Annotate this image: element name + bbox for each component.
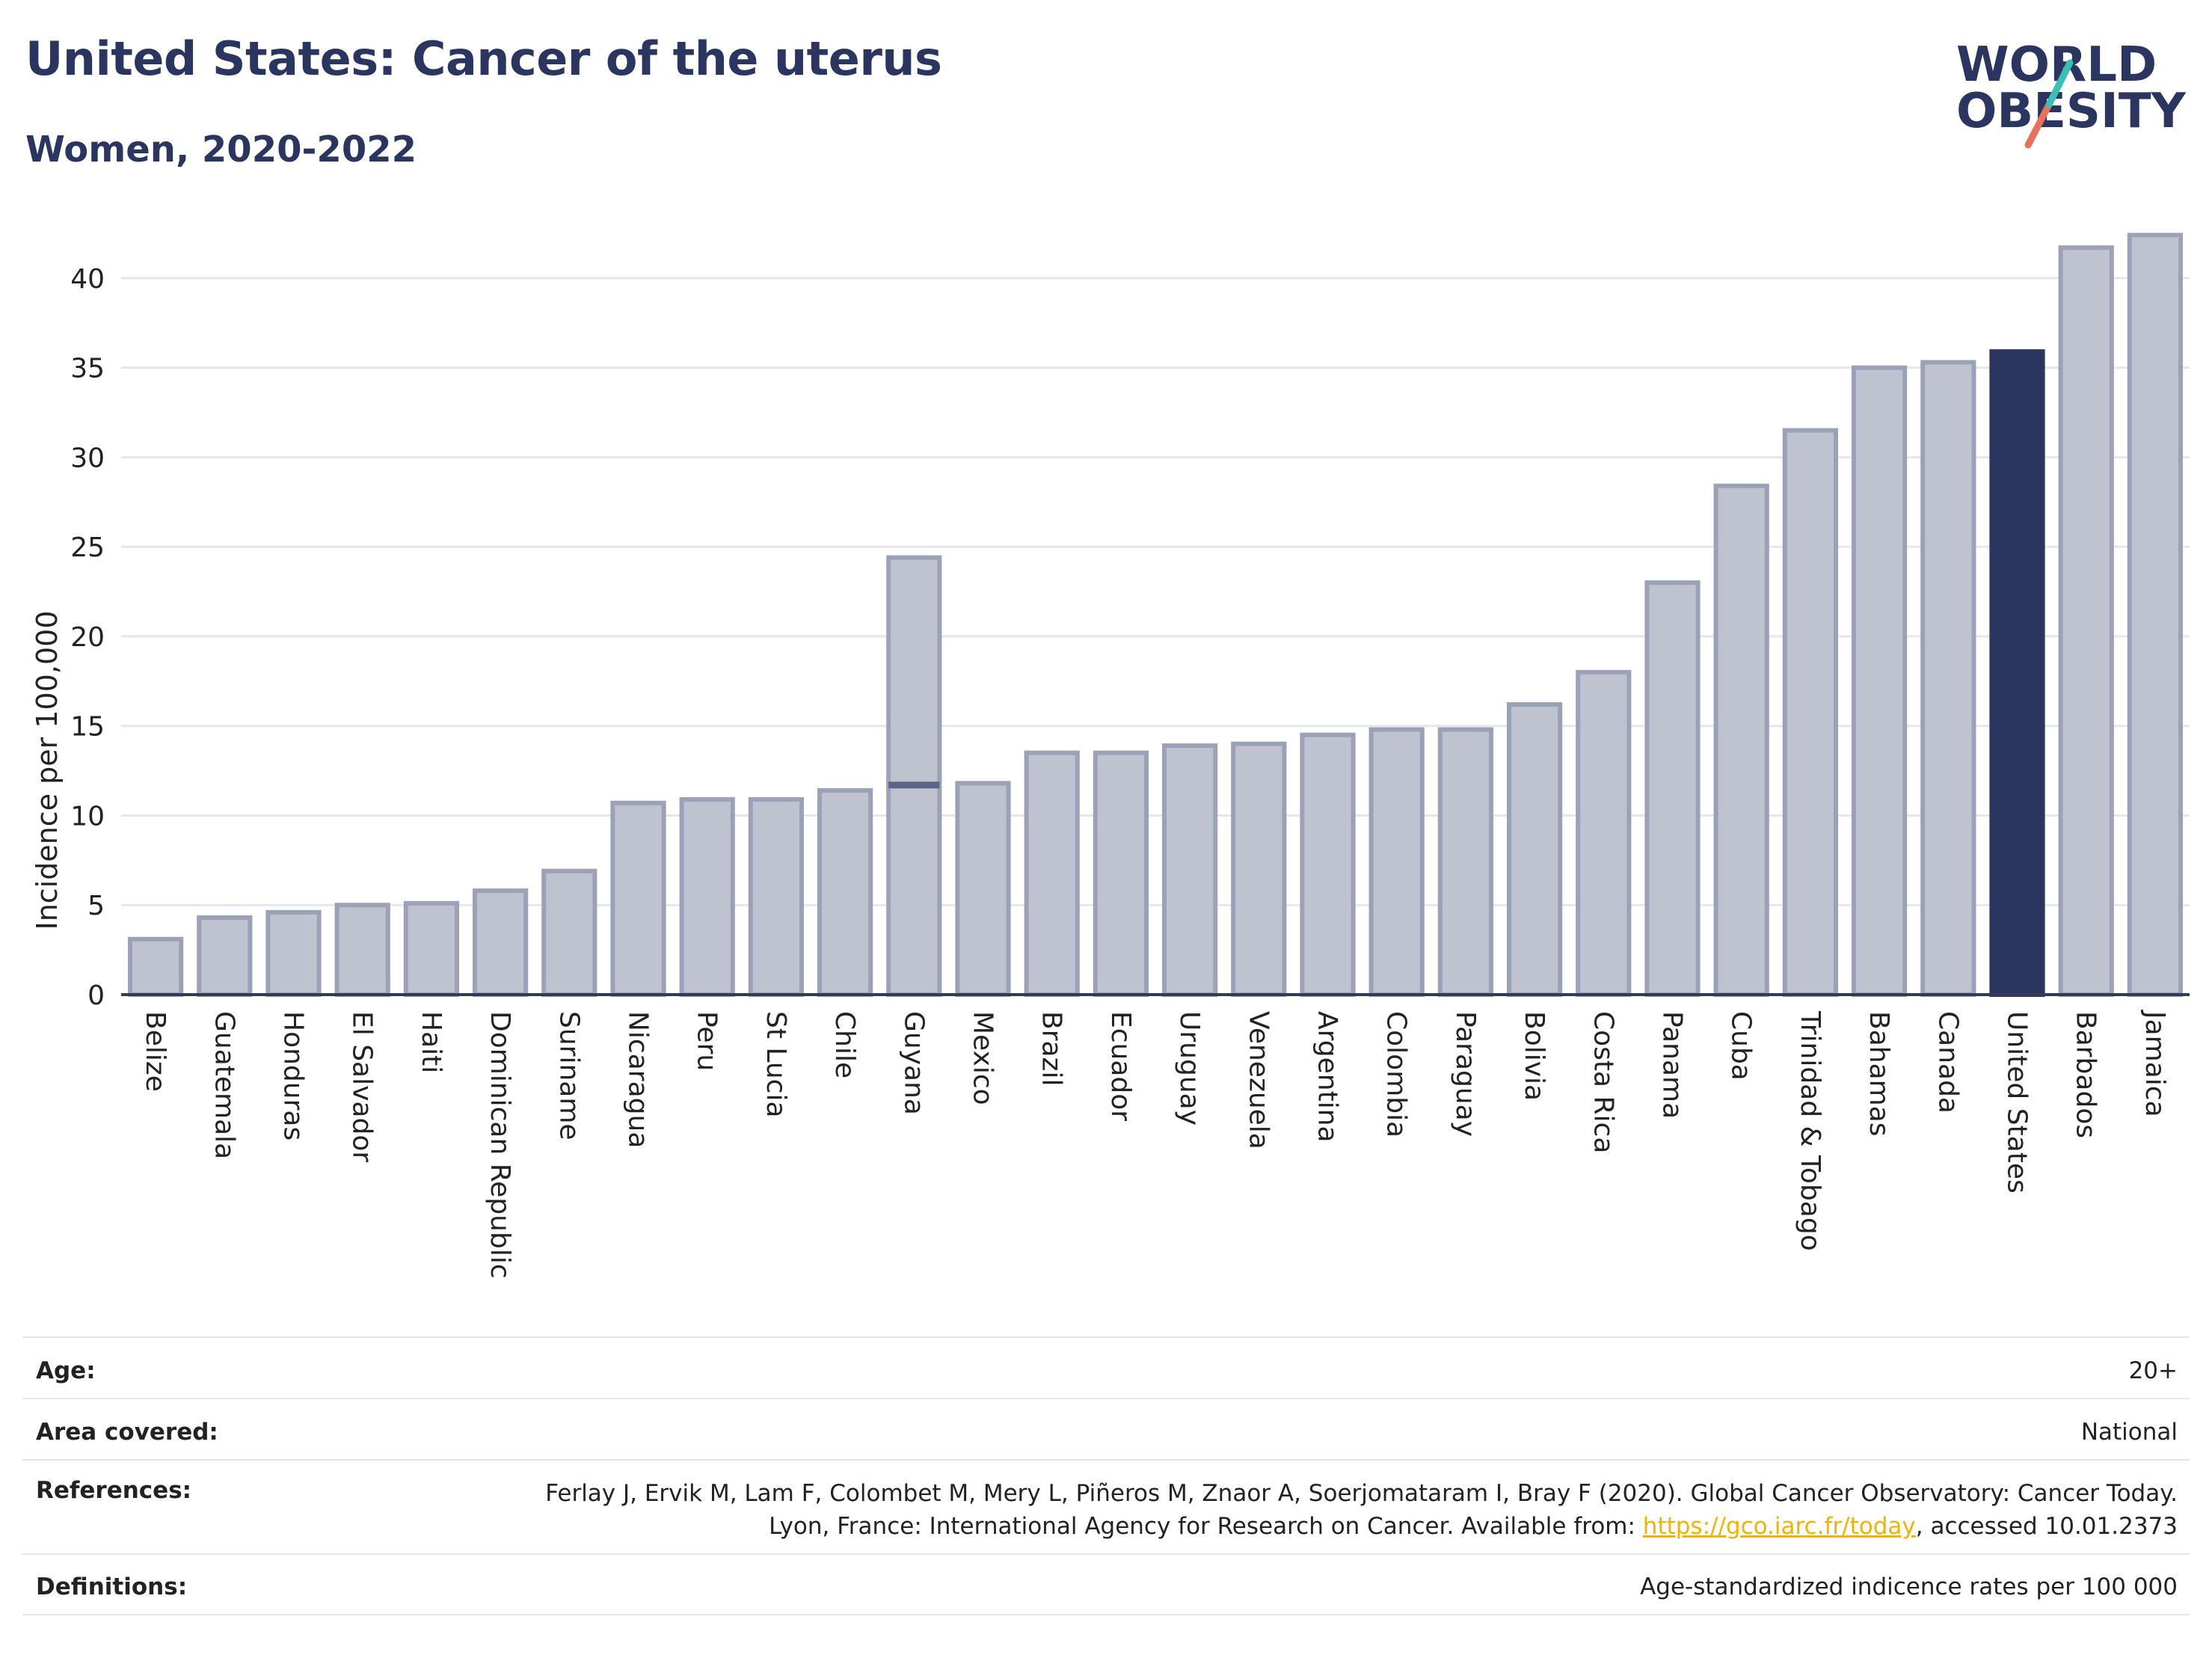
y-tick-label: 15 (70, 712, 105, 743)
x-tick-label: Guyana (898, 1011, 929, 1115)
bar-venezuela[interactable] (1231, 741, 1287, 998)
y-tick-label: 30 (70, 443, 105, 473)
x-tick-label: Brazil (1036, 1011, 1067, 1086)
bar-dominican-republic[interactable] (472, 888, 529, 998)
gridlines (121, 277, 2190, 906)
y-tick-label: 35 (70, 354, 105, 384)
info-divider (22, 1553, 2190, 1555)
chart-subtitle: Women, 2020-2022 (25, 129, 417, 171)
bar-belize[interactable] (127, 936, 184, 997)
bar-barbados[interactable] (2058, 245, 2114, 997)
x-tick-label: Guatemala (209, 1011, 239, 1159)
bar-ecuador[interactable] (1093, 750, 1149, 998)
info-divider (22, 1398, 2190, 1399)
x-tick-label: Nicaragua (623, 1011, 654, 1148)
bar-haiti[interactable] (403, 900, 460, 997)
bar-jamaica[interactable] (2127, 233, 2184, 998)
chart-title: United States: Cancer of the uterus (25, 31, 942, 86)
y-tick-label: 10 (70, 801, 105, 832)
x-tick-label: Mexico (968, 1011, 998, 1105)
bar-uruguay[interactable] (1161, 743, 1218, 997)
y-axis-label: Incidence per 100,000 (31, 610, 64, 930)
y-tick-label: 0 (87, 980, 105, 1011)
x-tick-label: Chile (829, 1011, 860, 1078)
bar-colombia[interactable] (1368, 727, 1425, 997)
bar-peru[interactable] (679, 796, 735, 997)
x-tick-label: Canada (1932, 1011, 1963, 1114)
bar-guatemala[interactable] (197, 915, 253, 997)
bar-canada[interactable] (1920, 360, 1976, 998)
age-value: 20+ (2128, 1357, 2178, 1384)
x-tick-label: Haiti (416, 1011, 446, 1073)
x-tick-label: Venezuela (1243, 1011, 1274, 1149)
x-tick-label: Costa Rica (1588, 1011, 1618, 1153)
definitions-label: Definitions: (36, 1573, 188, 1600)
bar-mexico[interactable] (955, 781, 1011, 998)
bar-bolivia[interactable] (1506, 701, 1563, 997)
info-divider (22, 1336, 2190, 1338)
references-text: Ferlay J, Ervik M, Lam F, Colombet M, Me… (545, 1480, 2178, 1540)
x-tick-label: Bahamas (1864, 1011, 1894, 1137)
bar-honduras[interactable] (265, 909, 322, 998)
x-tick-label: Cuba (1726, 1011, 1757, 1081)
bar-paraguay[interactable] (1437, 727, 1494, 997)
area-value: National (2080, 1419, 2178, 1446)
definitions-value: Age-standardized indicence rates per 100… (1640, 1573, 2178, 1600)
y-tick-label: 20 (70, 622, 105, 653)
references-tail: , accessed 10.01.2373 (1915, 1513, 2178, 1540)
x-tick-label: Barbados (2071, 1011, 2101, 1138)
x-tick-label: Ecuador (1105, 1011, 1136, 1121)
bar-chile[interactable] (817, 787, 873, 997)
x-tick-label: Suriname (553, 1011, 584, 1140)
bar-cuba[interactable] (1713, 483, 1769, 997)
bar-trinidad-tobago[interactable] (1782, 428, 1839, 997)
x-tick-label: United States (2002, 1011, 2033, 1194)
references-link[interactable]: https://gco.iarc.fr/today (1642, 1513, 1916, 1540)
logo-slash-icon (2024, 59, 2074, 149)
info-divider (22, 1459, 2190, 1461)
bar-suriname[interactable] (541, 868, 597, 998)
references-label: References: (36, 1477, 192, 1504)
x-tick-label: Trinidad & Tobago (1795, 1010, 1825, 1251)
axes: 0 5 10 15 20 25 30 35 40 Belize Guatemala Honduras E… (70, 264, 2190, 1279)
x-tick-label: St Lucia (761, 1011, 791, 1118)
bar-nicaragua[interactable] (610, 800, 666, 997)
bars (127, 233, 2184, 998)
x-tick-label: El Salvador (347, 1011, 378, 1162)
x-tick-label: Paraguay (1450, 1011, 1481, 1137)
logo-text-obesity: OBESITY (1956, 84, 2186, 139)
x-tick-label: Honduras (278, 1011, 309, 1140)
bar-bahamas[interactable] (1851, 365, 1908, 997)
bar-panama[interactable] (1644, 580, 1701, 997)
area-label: Area covered: (36, 1419, 218, 1446)
bar-chart: 0 5 10 15 20 25 30 35 40 Belize Guatemala Honduras E… (31, 233, 2190, 1279)
bar-st-lucia[interactable] (748, 796, 805, 997)
bar-united-states[interactable] (1989, 349, 2045, 997)
age-label: Age: (36, 1357, 96, 1384)
bar-guyana[interactable] (886, 555, 942, 997)
x-tick-label: Colombia (1381, 1011, 1412, 1137)
x-tick-label: Uruguay (1174, 1011, 1205, 1126)
x-tick-label: Belize (140, 1011, 170, 1092)
x-tick-label: Dominican Republic (485, 1011, 515, 1279)
references-value: Ferlay J, Ervik M, Lam F, Colombet M, Me… (532, 1477, 2178, 1543)
x-tick-label: Peru (692, 1011, 722, 1071)
info-divider (22, 1614, 2190, 1615)
x-tick-label: Jamaica (2139, 1010, 2170, 1117)
x-tick-label: Argentina (1312, 1011, 1343, 1143)
y-tick-label: 5 (87, 891, 105, 921)
bar-el-salvador[interactable] (334, 903, 390, 997)
x-tick-label: Bolivia (1519, 1011, 1549, 1101)
bar-brazil[interactable] (1024, 750, 1080, 998)
world-obesity-logo: WORLD OBESITY (1944, 33, 2199, 160)
y-tick-label: 40 (70, 264, 105, 295)
y-tick-label: 25 (70, 532, 105, 563)
bar-argentina[interactable] (1300, 732, 1356, 998)
bar-costa-rica[interactable] (1576, 669, 1632, 997)
x-tick-label: Panama (1657, 1011, 1688, 1119)
